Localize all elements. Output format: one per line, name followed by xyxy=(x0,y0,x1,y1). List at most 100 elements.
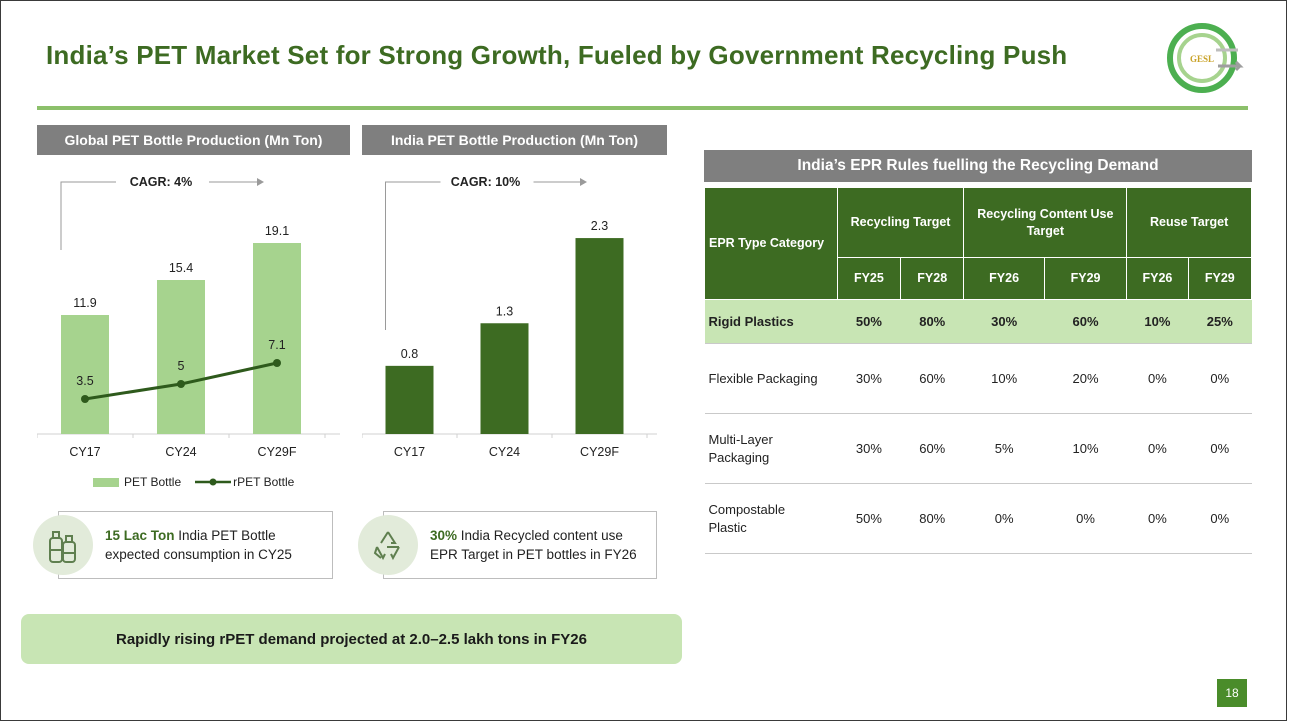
title-divider xyxy=(37,106,1248,110)
legend-pet-label: PET Bottle xyxy=(124,475,182,489)
epr-year-header: FY26 xyxy=(963,257,1045,300)
rpet-point xyxy=(273,359,281,367)
chart-bar xyxy=(157,280,205,434)
epr-year-header: FY29 xyxy=(1187,257,1253,300)
epr-group-header: Reuse Target xyxy=(1126,187,1252,258)
epr-table: EPR Type Category Recycling Target Recyc… xyxy=(704,187,1253,554)
epr-cell: 30% xyxy=(837,343,901,414)
x-tick-label: CY24 xyxy=(165,445,196,459)
epr-table-title: India’s EPR Rules fuelling the Recycling… xyxy=(704,150,1252,182)
page-number: 18 xyxy=(1217,679,1247,707)
epr-cell: 25% xyxy=(1188,299,1252,344)
epr-cell: 50% xyxy=(837,483,901,554)
bar-value-label: 15.4 xyxy=(169,261,193,275)
epr-cell: 30% xyxy=(963,299,1045,344)
chart-legend: PET Bottle rPET Bottle xyxy=(93,475,294,489)
chart-bar xyxy=(385,365,434,434)
epr-row-category: Multi-Layer Packaging xyxy=(704,413,838,484)
x-tick-label: CY29F xyxy=(580,445,619,459)
epr-year-header: FY26 xyxy=(1126,257,1189,300)
epr-cell: 0% xyxy=(1126,343,1189,414)
bar-value-label: 11.9 xyxy=(73,296,96,310)
epr-cell: 60% xyxy=(1044,299,1127,344)
table-row: Multi-Layer Packaging 30% 60% 5% 10% 0% 0% xyxy=(704,413,1252,484)
x-tick-label: CY29F xyxy=(258,445,297,459)
rpet-value-label: 3.5 xyxy=(76,374,93,388)
cagr-arrow-head xyxy=(580,178,587,186)
legend-rpet-swatch xyxy=(195,478,232,486)
x-tick-label: CY17 xyxy=(394,445,425,459)
epr-cell: 50% xyxy=(837,299,901,344)
epr-cell: 0% xyxy=(1188,413,1252,484)
epr-cell: 0% xyxy=(1126,483,1189,554)
epr-cell: 20% xyxy=(1044,343,1127,414)
logo-text: GESL xyxy=(1190,54,1214,64)
rpet-point xyxy=(81,395,89,403)
epr-cell: 5% xyxy=(963,413,1045,484)
epr-row-category: Rigid Plastics xyxy=(704,299,838,344)
legend-pet-swatch xyxy=(93,477,119,487)
epr-row-category: Flexible Packaging xyxy=(704,343,838,414)
cagr-bracket xyxy=(385,181,441,330)
epr-cell: 60% xyxy=(900,343,964,414)
chart-bar xyxy=(61,315,109,434)
bottles-icon xyxy=(33,515,93,575)
info-card-recycled: 30% India Recycled content use EPR Targe… xyxy=(358,511,657,579)
global-pet-chart: 11.9 15.4 19.1 3.5 5 7.1 CY17 CY24 CY29F CAGR: 4% xyxy=(37,175,340,459)
global-chart-title: Global PET Bottle Production (Mn Ton) xyxy=(37,125,350,155)
info-card-consumption-line1: India PET Bottle xyxy=(174,528,276,543)
bar-value-label: 2.3 xyxy=(591,219,608,233)
recycle-icon xyxy=(358,515,418,575)
epr-cell: 30% xyxy=(837,413,901,484)
epr-year-header: FY25 xyxy=(836,257,902,300)
epr-cell: 80% xyxy=(900,483,964,554)
cagr-label: CAGR: 10% xyxy=(451,175,520,189)
bar-value-label: 19.1 xyxy=(265,224,289,238)
epr-cell: 80% xyxy=(900,299,964,344)
epr-group-header: Recycling Target xyxy=(836,187,965,258)
epr-group-header: Recycling Content Use Target xyxy=(963,187,1128,258)
info-card-recycled-text: 30% India Recycled content use EPR Targe… xyxy=(430,526,637,564)
epr-cell: 10% xyxy=(1126,299,1189,344)
legend-rpet-label: rPET Bottle xyxy=(233,475,295,489)
table-row: Flexible Packaging 30% 60% 10% 20% 0% 0% xyxy=(704,343,1252,414)
rpet-value-label: 7.1 xyxy=(268,338,285,352)
india-chart-title: India PET Bottle Production (Mn Ton) xyxy=(362,125,667,155)
epr-cell: 60% xyxy=(900,413,964,484)
info-card-consumption: 15 Lac Ton India PET Bottle expected con… xyxy=(33,511,333,579)
epr-cell: 0% xyxy=(1044,483,1127,554)
bar-value-label: 1.3 xyxy=(496,304,513,318)
epr-year-header: FY29 xyxy=(1043,257,1128,300)
epr-year-header: FY28 xyxy=(900,257,965,300)
table-row: Compostable Plastic 50% 80% 0% 0% 0% 0% xyxy=(704,483,1252,554)
rpet-point xyxy=(177,380,185,388)
epr-cell: 10% xyxy=(1044,413,1127,484)
info-card-recycled-line2: EPR Target in PET bottles in FY26 xyxy=(430,547,637,562)
x-tick-label: CY17 xyxy=(69,445,100,459)
gesl-logo: GESL xyxy=(1167,23,1244,93)
epr-cell: 10% xyxy=(963,343,1045,414)
epr-cell: 0% xyxy=(1188,483,1252,554)
epr-cell: 0% xyxy=(1188,343,1252,414)
rpet-value-label: 5 xyxy=(178,359,185,373)
epr-category-header: EPR Type Category xyxy=(704,187,838,300)
epr-cell: 0% xyxy=(1126,413,1189,484)
chart-bar xyxy=(480,323,529,434)
info-card-recycled-line1: India Recycled content use xyxy=(457,528,623,543)
epr-cell: 0% xyxy=(963,483,1045,554)
x-tick-label: CY24 xyxy=(489,445,520,459)
slide-title: India’s PET Market Set for Strong Growth… xyxy=(46,40,1068,70)
info-card-consumption-text: 15 Lac Ton India PET Bottle expected con… xyxy=(105,526,292,564)
info-card-consumption-line2: expected consumption in CY25 xyxy=(105,547,292,562)
cagr-label: CAGR: 4% xyxy=(130,175,193,189)
cagr-arrow-head xyxy=(257,178,264,186)
india-pet-chart: 0.8 1.3 2.3 CY17 CY24 CY29F CAGR: 10% xyxy=(362,175,657,459)
info-card-consumption-highlight: 15 Lac Ton xyxy=(105,528,175,543)
bar-value-label: 0.8 xyxy=(401,347,418,361)
chart-bar xyxy=(253,243,301,434)
chart-bar xyxy=(575,238,624,434)
info-card-recycled-highlight: 30% xyxy=(430,528,458,543)
cagr-bracket xyxy=(60,181,116,250)
table-row: Rigid Plastics 50% 80% 30% 60% 10% 25% xyxy=(704,299,1252,344)
rpet-demand-banner: Rapidly rising rPET demand projected at … xyxy=(21,614,682,664)
